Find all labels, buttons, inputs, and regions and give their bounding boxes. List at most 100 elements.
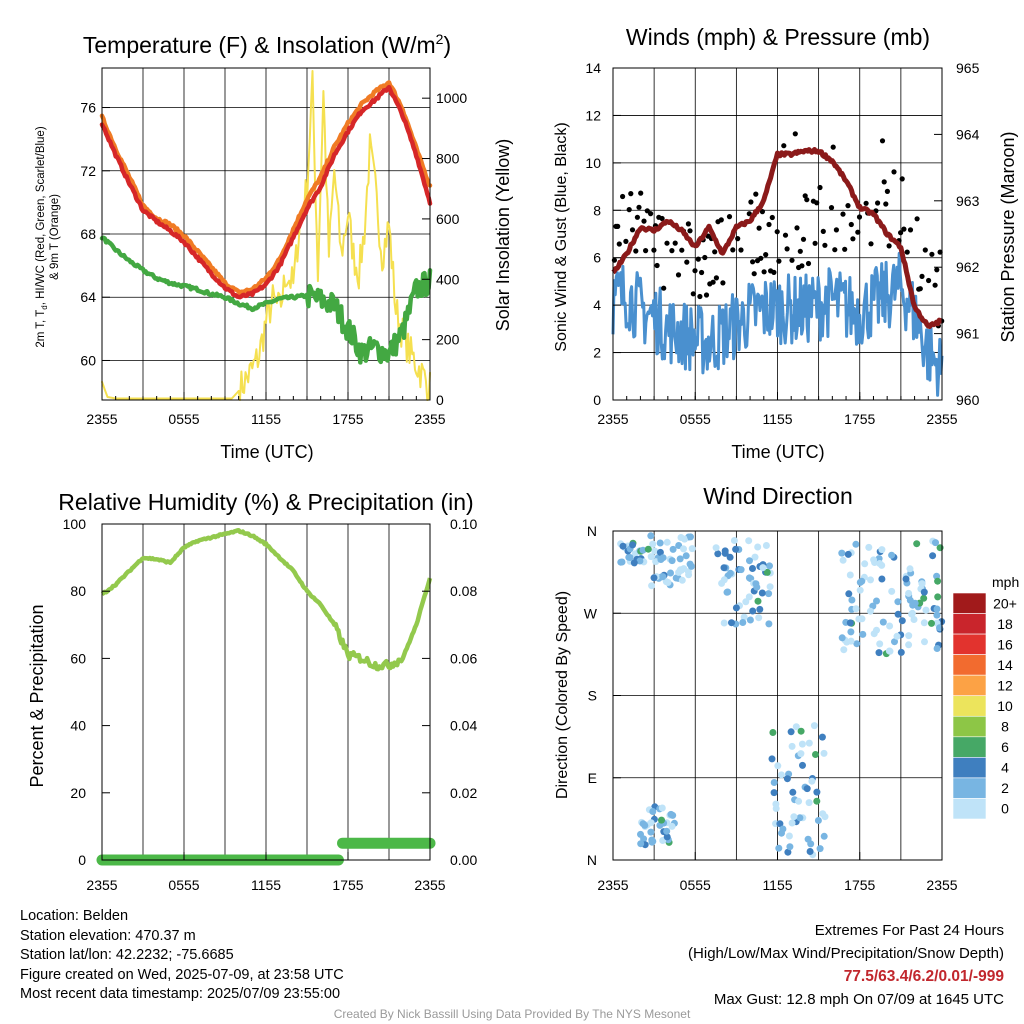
colorbar-swatch <box>952 633 987 655</box>
direction-point <box>675 568 683 576</box>
direction-point <box>902 575 910 583</box>
gust-point <box>804 197 810 203</box>
direction-point <box>775 844 783 852</box>
temp-ytick-label: 72 <box>80 163 96 179</box>
direction-point <box>885 647 893 655</box>
gust-point <box>907 227 914 233</box>
direction-point <box>770 779 778 786</box>
colorbar-swatch <box>952 613 987 635</box>
rh-xtick-label: 1155 <box>251 877 281 893</box>
direction-point <box>682 552 690 560</box>
wind-ytick-label: 14 <box>585 60 601 76</box>
direction-point <box>858 577 866 585</box>
gust-point <box>884 188 891 194</box>
colorbar-swatch <box>952 592 987 614</box>
humidity-line <box>100 528 433 672</box>
direction-point <box>908 610 916 618</box>
direction-point <box>805 739 813 747</box>
direction-point <box>644 545 652 553</box>
dir-xtick-label: 1755 <box>844 877 875 893</box>
direction-point <box>934 593 942 601</box>
direction-point <box>720 576 728 584</box>
direction-point <box>785 832 793 840</box>
direction-point <box>905 641 913 649</box>
direction-point <box>732 545 740 553</box>
direction-point <box>720 619 728 627</box>
direction-point <box>745 593 753 601</box>
wind-right-ytick-label: 963 <box>956 193 980 209</box>
direction-point <box>878 575 886 583</box>
direction-point <box>893 632 901 640</box>
gust-point <box>919 273 925 279</box>
gust-point <box>748 199 754 205</box>
wind-ytick-label: 0 <box>593 392 601 408</box>
direction-point <box>680 545 687 553</box>
direction-point <box>845 590 853 598</box>
gust-point <box>684 259 690 265</box>
direction-point <box>730 537 738 544</box>
direction-point <box>788 819 796 827</box>
direction-point <box>886 622 894 630</box>
direction-left-label: Direction (Colored By Speed) <box>554 591 571 799</box>
wind-xtick-label: 2355 <box>597 411 628 427</box>
rh-xtick-label: 0555 <box>168 877 199 893</box>
direction-point <box>687 533 694 541</box>
direction-point <box>784 848 792 856</box>
direction-point <box>728 619 735 627</box>
gust-point <box>784 246 790 252</box>
direction-point <box>777 771 785 779</box>
gust-point <box>620 193 626 200</box>
direction-point <box>749 607 757 615</box>
rh-xtick-label: 2355 <box>414 877 445 893</box>
wind-title: Winds (mph) & Pressure (mb) <box>626 24 930 50</box>
direction-point <box>676 555 684 563</box>
gust-point <box>695 256 701 262</box>
station-location: Location: Belden <box>20 908 129 924</box>
direction-point <box>818 733 826 741</box>
direction-point <box>746 557 753 565</box>
direction-point <box>873 626 880 634</box>
gust-point <box>766 221 772 228</box>
rh-right-ytick-label: 0.08 <box>450 583 477 599</box>
direction-point <box>797 727 805 735</box>
gust-point <box>615 223 621 229</box>
temp-right-ytick-label: 600 <box>436 211 460 227</box>
direction-point <box>657 556 665 563</box>
direction-point <box>806 848 814 855</box>
gust-point <box>771 269 777 275</box>
direction-point <box>617 558 625 566</box>
direction-point <box>910 616 918 623</box>
rh-right-ytick-label: 0.00 <box>450 852 477 868</box>
direction-point <box>803 785 811 793</box>
colorbar-label: 12 <box>997 677 1013 693</box>
direction-point <box>873 597 880 605</box>
gust-point <box>789 257 795 263</box>
gust-point <box>633 248 639 254</box>
gust-point <box>669 248 675 254</box>
colorbar-label: 16 <box>997 636 1013 652</box>
direction-point <box>678 576 686 584</box>
gust-point <box>794 225 800 231</box>
direction-point <box>647 532 655 540</box>
direction-point <box>739 619 747 626</box>
gust-point <box>883 201 889 207</box>
direction-point <box>721 549 729 557</box>
temperature-line <box>99 84 433 300</box>
direction-point <box>799 761 806 769</box>
colorbar-swatch <box>952 695 987 717</box>
wind-ytick-label: 4 <box>593 297 601 313</box>
direction-point <box>858 615 866 623</box>
direction-point <box>812 751 819 758</box>
direction-point <box>669 811 677 819</box>
colorbar-swatch <box>952 757 987 779</box>
gust-point <box>636 204 642 210</box>
dir-xtick-label: 0555 <box>680 877 711 893</box>
direction-point <box>813 797 821 805</box>
gust-point <box>718 217 724 223</box>
colorbar-title: mph <box>992 574 1019 590</box>
direction-point <box>853 640 861 648</box>
rh-xtick-label: 2355 <box>86 877 117 893</box>
temp-xtick-label: 2355 <box>86 411 117 427</box>
direction-point <box>648 582 656 590</box>
direction-point <box>852 605 860 613</box>
